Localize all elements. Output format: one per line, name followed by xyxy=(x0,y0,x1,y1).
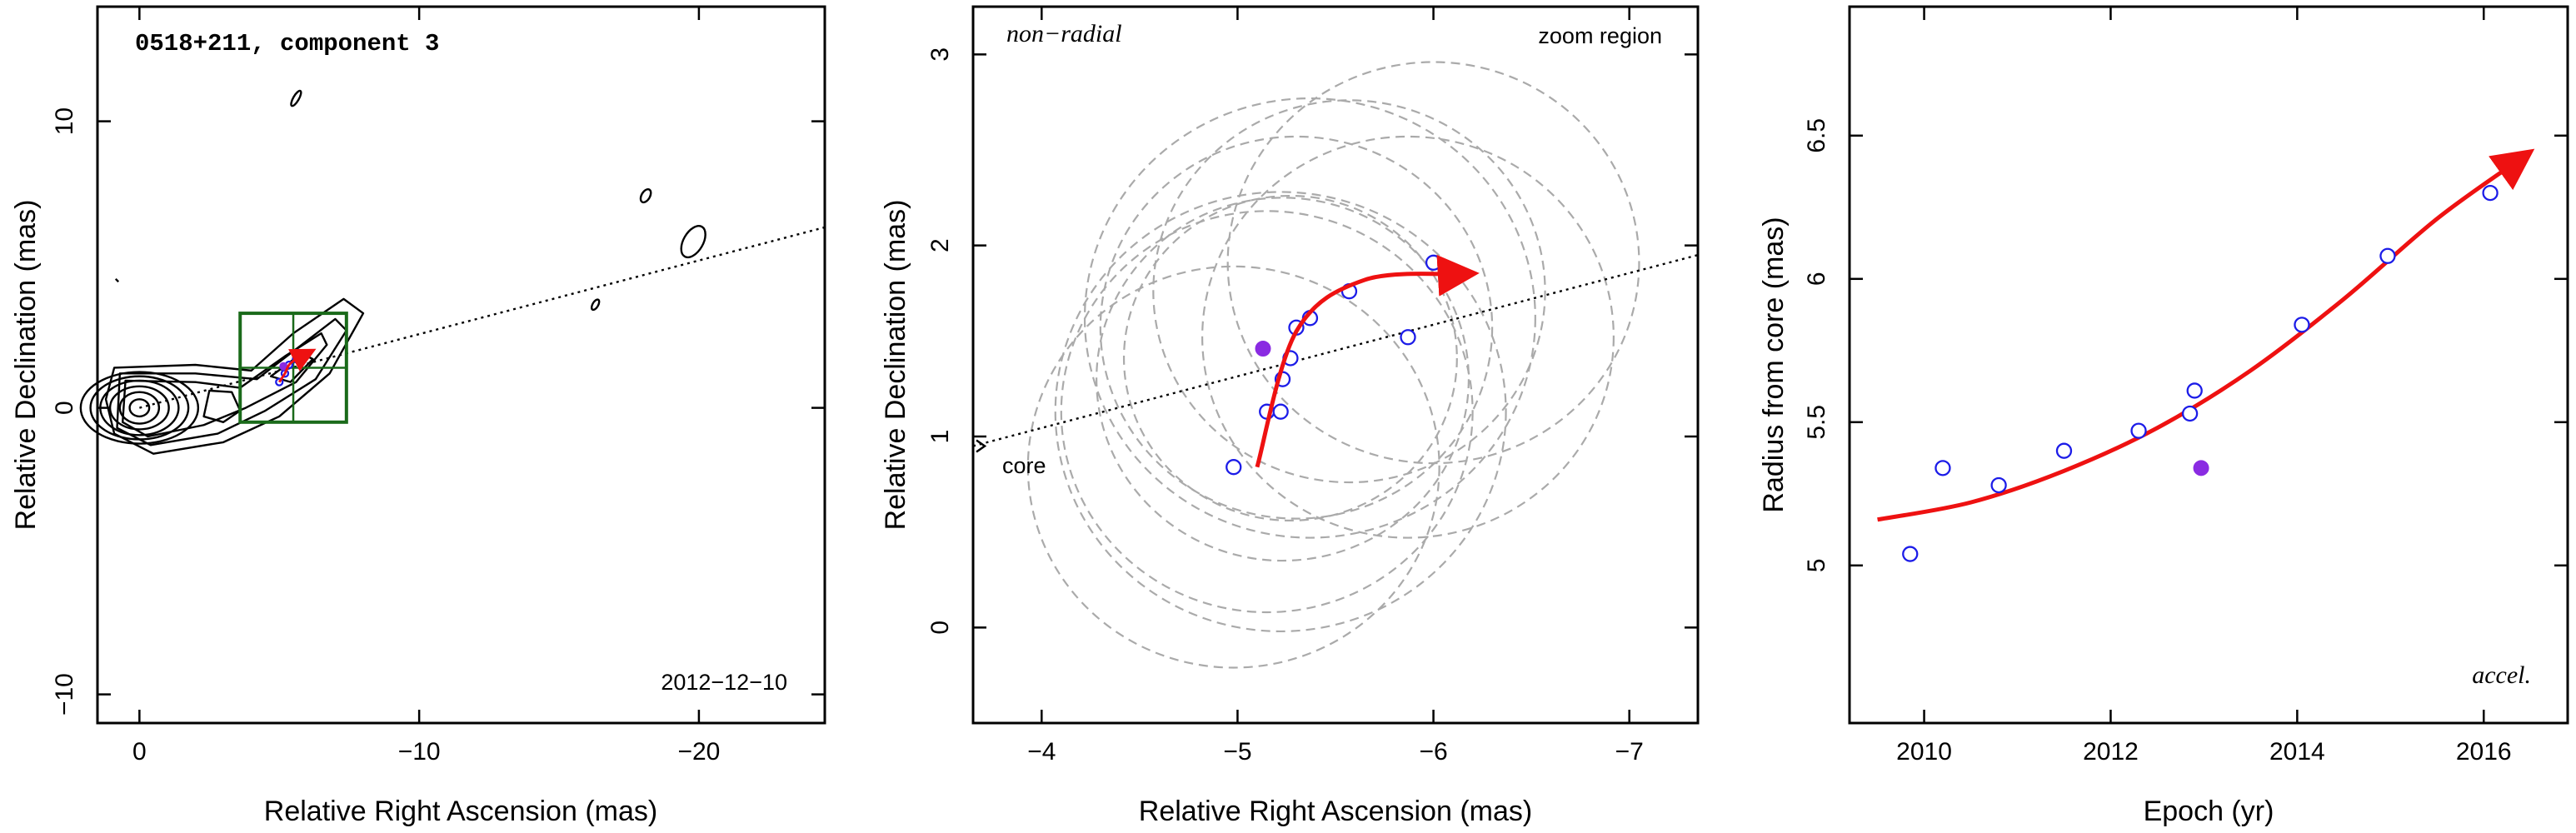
contour-dot xyxy=(114,277,120,283)
y-tick-label: 10 xyxy=(51,107,78,135)
uncertainty-circle xyxy=(1152,99,1546,484)
data-point xyxy=(2482,184,2499,202)
y-tick-label: 0 xyxy=(926,621,954,635)
x-axis-label: Relative Right Ascension (mas) xyxy=(264,796,657,827)
panel-title: 0518+211, component 3 xyxy=(135,30,439,57)
panel-zoom-region: −4 −5 −6 −7 0 1 2 3 non−radial zoom region core… xyxy=(880,5,1700,827)
data-point xyxy=(2055,442,2073,459)
data-point xyxy=(1400,329,1416,346)
annotation-accel: accel. xyxy=(2472,661,2531,689)
y-tick-label: 6 xyxy=(1803,272,1830,286)
x-tick-label: −10 xyxy=(398,738,441,766)
plot-frame xyxy=(1848,5,2569,725)
uncertainty-circle xyxy=(1026,265,1440,669)
data-point xyxy=(2186,382,2203,399)
data-point xyxy=(1902,546,1919,562)
data-point xyxy=(1272,403,1289,420)
chart-marks xyxy=(973,61,1698,669)
plot-frame xyxy=(96,5,826,725)
projection-line xyxy=(973,253,1698,447)
axis-ticks: −4 −5 −6 −7 0 1 2 3 xyxy=(926,7,1698,766)
axis-ticks: 0 −10 −20 10 0 −10 xyxy=(51,7,825,766)
contour-knot xyxy=(639,187,652,204)
uncertainty-circle xyxy=(1060,210,1474,614)
uncertainty-circle xyxy=(1226,61,1640,465)
jet-contours xyxy=(79,89,706,455)
x-tick-label: −5 xyxy=(1223,738,1251,766)
x-tick-label: −7 xyxy=(1615,738,1644,766)
data-point xyxy=(1990,476,2007,494)
x-axis-label: Relative Right Ascension (mas) xyxy=(1139,796,1532,827)
x-tick-label: −4 xyxy=(1027,738,1056,766)
x-tick-label: −6 xyxy=(1419,738,1447,766)
contour-jet xyxy=(104,297,365,455)
uncertainty-circle xyxy=(1099,135,1494,520)
y-tick-label: 3 xyxy=(926,47,954,62)
data-point xyxy=(2294,317,2310,333)
uncertainty-circle xyxy=(1122,194,1458,522)
axis-ticks: 2010 2012 2014 2016 5 5.5 6 6.5 xyxy=(1803,7,2568,766)
core-marker xyxy=(976,439,987,453)
data-point-filled xyxy=(2193,460,2209,476)
contour-jet xyxy=(202,389,242,423)
contour-core xyxy=(128,398,151,418)
data-point-filled xyxy=(1255,341,1271,357)
uncertainty-circle xyxy=(1083,97,1536,539)
uncertainty-circle xyxy=(1096,197,1470,562)
y-tick-label: −10 xyxy=(51,673,78,716)
subtitle-non-radial: non−radial xyxy=(1006,20,1122,47)
y-tick-label: 2 xyxy=(926,238,954,252)
y-tick-label: 5.5 xyxy=(1803,405,1830,440)
y-tick-label: 5 xyxy=(1803,558,1830,572)
motion-arrow xyxy=(277,348,317,383)
data-point xyxy=(2130,422,2147,439)
plot-frame xyxy=(971,5,1700,725)
data-point xyxy=(2379,247,2396,264)
y-axis-label: Radius from core (mas) xyxy=(1758,217,1790,512)
y-axis-label: Relative Declination (mas) xyxy=(880,200,911,531)
contour-knot xyxy=(590,298,601,312)
contour-core xyxy=(79,371,200,445)
panel-radius-vs-epoch: 2010 2012 2014 2016 5 5.5 6 6.5 accel. Epoch (y… xyxy=(1758,5,2569,827)
x-tick-label: 2010 xyxy=(1896,738,1952,766)
contour-core xyxy=(118,391,161,425)
x-axis-label: Epoch (yr) xyxy=(2144,796,2274,827)
data-point xyxy=(1425,254,1442,271)
y-tick-label: 1 xyxy=(926,430,954,444)
data-point xyxy=(1934,460,1951,476)
chart-marks xyxy=(139,226,826,424)
chart-marks xyxy=(1877,148,2535,562)
contour-knot xyxy=(680,225,706,259)
data-point xyxy=(2181,405,2199,422)
y-axis-label: Relative Declination (mas) xyxy=(10,200,42,531)
contour-jet xyxy=(116,317,348,446)
subtitle-zoom-region: zoom region xyxy=(1538,23,1662,48)
y-tick-label: 0 xyxy=(51,401,78,415)
panel-contour-map: 0 −10 −20 10 0 −10 0518+211, component 3 2012… xyxy=(10,5,826,827)
contour-knot xyxy=(290,89,302,107)
projection-line xyxy=(139,226,826,409)
core-label: core xyxy=(1002,453,1046,478)
uncertainty-circle xyxy=(1054,191,1507,633)
x-tick-label: 2014 xyxy=(2269,738,2325,766)
x-tick-label: 0 xyxy=(132,738,147,766)
data-point xyxy=(1226,459,1242,476)
x-tick-label: −20 xyxy=(677,738,720,766)
uncertainty-circle xyxy=(1201,135,1615,539)
motion-arrow xyxy=(1255,254,1480,468)
x-tick-label: 2012 xyxy=(2083,738,2139,766)
y-tick-label: 6.5 xyxy=(1803,118,1830,153)
date-label: 2012−12−10 xyxy=(661,670,787,695)
x-tick-label: 2016 xyxy=(2456,738,2512,766)
fit-arrow xyxy=(1877,148,2535,522)
